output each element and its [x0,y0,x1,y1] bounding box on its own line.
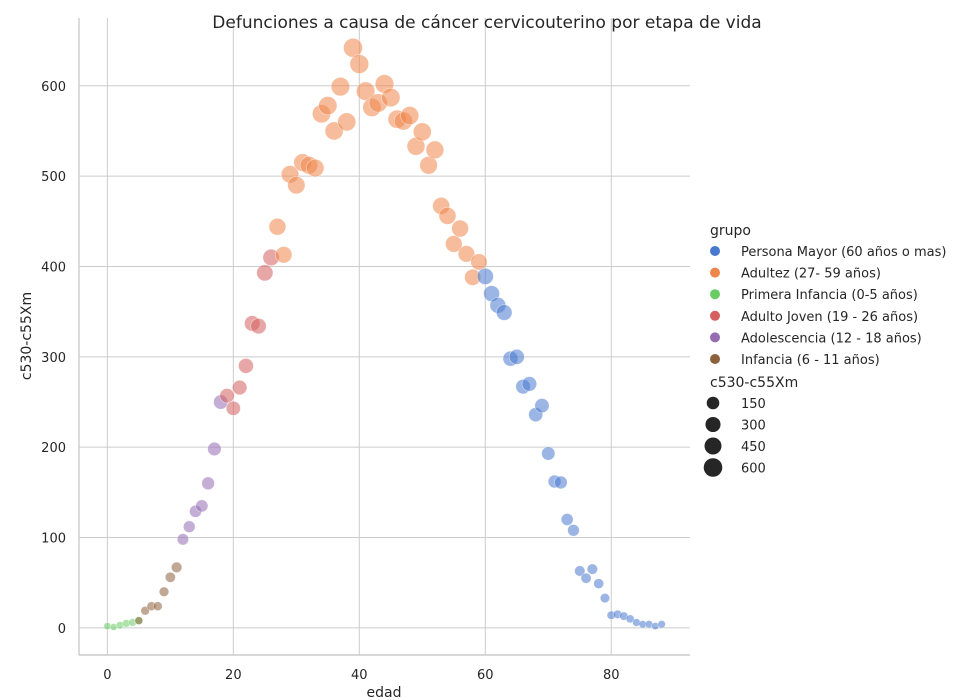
legend-marker [710,289,720,300]
data-point [195,499,209,513]
data-point [476,267,494,285]
data-point [176,533,189,546]
y-tick-label: 500 [41,170,66,185]
data-point [337,112,357,132]
legend-label: Adulto Joven (19 - 26 años) [741,310,918,325]
legend-size-marker [703,458,723,477]
data-point [183,520,196,533]
data-point [457,245,475,263]
data-point [349,54,370,74]
legend-size-label: 600 [741,462,766,477]
data-point [171,561,183,573]
data-point [201,476,215,491]
legend-hue-title: grupo [710,223,751,239]
data-point [599,593,610,604]
y-tick-label: 0 [58,622,66,637]
data-point [381,87,401,108]
legend-label: Infancia (6 - 11 años) [741,353,880,368]
data-point [470,253,488,271]
grid [79,18,690,655]
data-point [219,388,235,404]
data-point [158,586,170,597]
data-point [508,348,525,365]
legend-label: Primera Infancia (0-5 años) [741,288,918,303]
x-tick-label: 0 [103,668,111,683]
x-tick-label: 20 [225,668,242,683]
legend-marker [710,267,720,278]
legend-label: Persona Mayor (60 años o mas) [741,245,946,260]
data-point [560,513,574,526]
data-point [593,578,604,589]
data-point [438,207,457,225]
data-points [103,38,666,631]
y-axis-label: c530-c55Xm [19,292,35,380]
data-point [412,122,432,142]
data-point [521,376,537,392]
legend-size-marker [704,437,722,455]
legend-marker [710,332,720,343]
axes [78,18,690,656]
data-point [207,441,222,457]
legend-size-marker [705,416,721,433]
legend-marker [710,246,720,256]
y-tick-label: 600 [41,80,66,95]
data-point [574,565,586,577]
data-point [541,446,556,461]
data-point [586,563,598,575]
y-tick-label: 200 [41,441,66,456]
x-tick-label: 80 [603,668,620,683]
data-point [134,616,144,625]
data-point [445,235,463,253]
data-point [400,106,420,126]
legend-size-label: 450 [741,440,766,455]
data-point [657,620,666,629]
data-point [567,524,580,537]
legend-size-label: 150 [741,397,766,412]
legend-size-label: 300 [741,419,766,434]
data-point [232,379,248,396]
data-point [250,318,267,335]
x-tick-label: 40 [351,668,368,683]
data-point [625,614,635,624]
data-point [306,158,325,178]
y-tick-label: 400 [41,260,66,275]
data-point [275,246,293,264]
data-point [164,571,176,583]
legend-label: Adolescencia (12 - 18 años) [741,331,922,346]
data-point [554,475,568,490]
data-point [103,622,112,631]
data-point [225,400,241,416]
data-point [238,358,254,374]
legend-label: Adultez (27- 59 años) [741,267,881,282]
data-point [152,601,163,612]
legend-marker [710,354,720,364]
data-point [534,398,550,414]
legend-size-title: c530-c55Xm [710,375,798,391]
y-tick-label: 300 [41,351,66,366]
chart-title: Defunciones a causa de cáncer cervicoute… [212,13,761,33]
data-point [580,572,592,584]
data-point [268,217,287,236]
tick-labels: 0 20 40 60 80 0 100 200 300 400 500 600 [41,80,619,683]
data-point [318,96,338,116]
x-axis-label: edad [367,685,402,700]
data-point [425,140,445,160]
data-point [287,176,306,195]
y-tick-label: 100 [41,532,66,547]
legend-size-marker [706,396,720,410]
data-point [330,77,350,97]
data-point [451,219,469,238]
data-point [256,264,274,282]
x-tick-label: 60 [477,668,494,683]
data-point [496,304,513,321]
legend-marker [710,310,720,321]
legend: grupo c530-c55Xm Persona Mayor (60 años … [703,223,946,477]
